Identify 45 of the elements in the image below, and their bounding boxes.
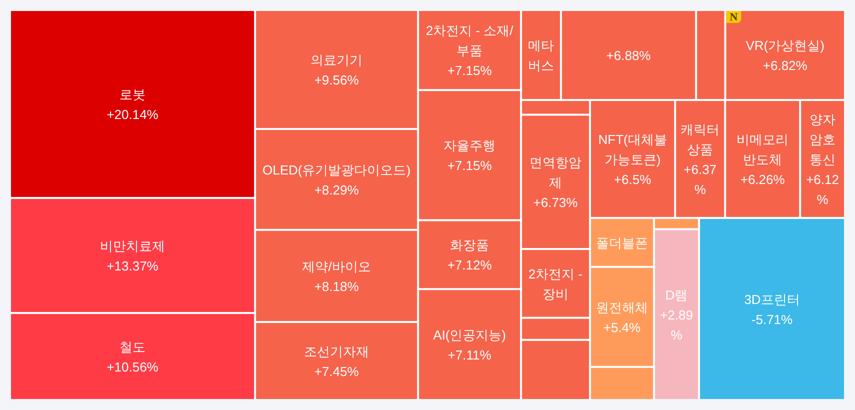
value-label: +8.29% [314,182,359,197]
label: 3D프린터 [744,291,800,306]
label: 면역항암제 [530,154,582,190]
value-label: +6.12% [806,171,839,206]
value-label: +6.37% [684,161,717,196]
value-label: +13.37% [106,258,158,273]
value-label: +6.5% [614,171,652,186]
value-label: +10.56% [106,359,158,374]
label: AI(인공지능) [433,327,506,342]
value-label: +8.18% [314,278,359,294]
label: 원전해체 [596,299,648,314]
value-label: -5.71% [751,311,793,326]
label: 2차전지 - 소재/부품 [426,22,514,58]
value-label: +6.26% [740,171,785,186]
label: 화장품 [450,237,490,252]
label: OLED(유기발광다이오드) [262,162,411,177]
value-label: +7.15% [447,158,492,173]
annotation: N [730,12,738,24]
label: 양자암호통신 [810,111,836,166]
value-label: +2.89% [660,307,693,342]
value-label: +7.15% [447,62,492,78]
label: VR(가상현실) [746,38,824,52]
value-label: +6.73% [533,194,578,210]
value-label: +6.88% [606,48,651,62]
label: 철도 [120,339,146,354]
value-label: +7.12% [447,257,492,272]
label: 자율주행 [444,138,496,153]
label: 로봇 [120,86,146,102]
value-label: +9.56% [314,72,359,87]
value-label: +6.82% [762,58,808,72]
value-label: +5.4% [603,319,641,334]
label: 비만치료제 [100,238,166,253]
label: 의료기기 [310,52,363,67]
label: 캐릭터 상품 [680,121,720,156]
value-label: +20.14% [106,106,158,122]
label: 조선기자재 [304,344,370,358]
label: 비메모리 반도체 [736,131,789,166]
label: 폴더블폰 [596,234,648,250]
label: 메타버스 [528,38,554,72]
label: NFT(대체불가능토큰) [598,131,667,166]
label: 2차전지 - 장비 [528,266,583,301]
value-label: +7.45% [314,364,359,378]
value-label: +7.11% [448,347,492,362]
label: D램 [665,287,688,302]
label: 제약/바이오 [302,258,371,274]
